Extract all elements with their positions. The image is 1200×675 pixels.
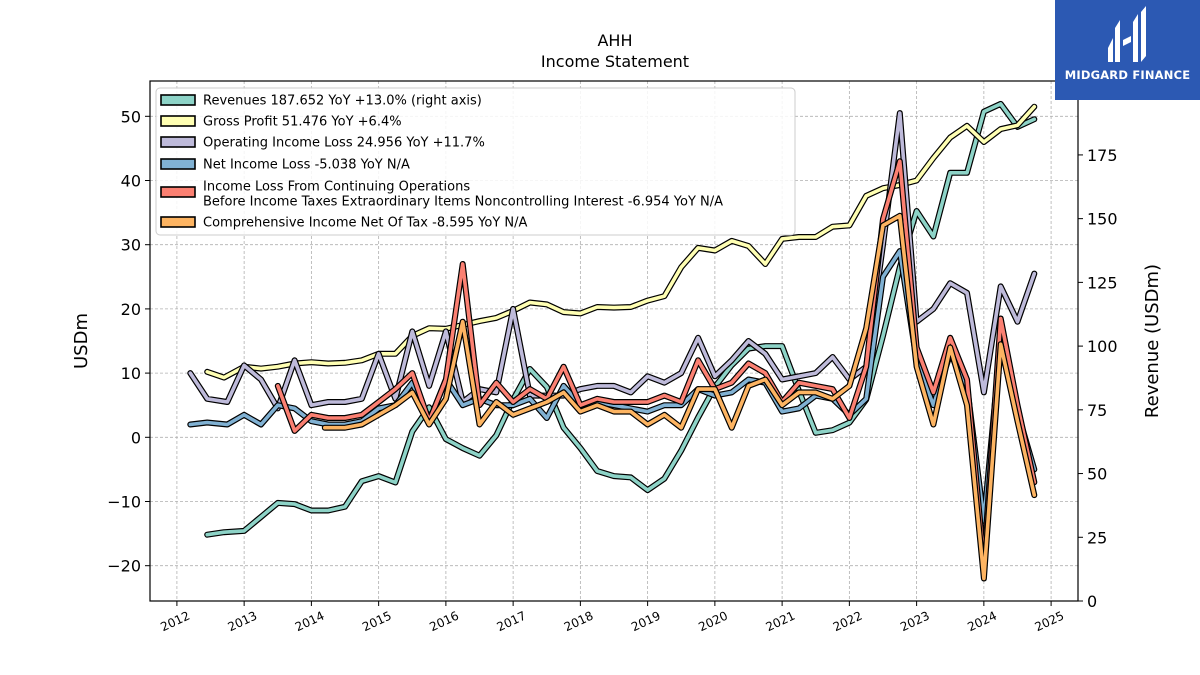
legend-box xyxy=(155,87,796,236)
series-lines xyxy=(187,100,1038,582)
x-tick-label: 2017 xyxy=(495,609,529,635)
legend-label: Income Loss From Continuing Operations xyxy=(203,180,470,195)
legend-label: Operating Income Loss 24.956 YoY +11.7% xyxy=(203,136,485,151)
y-tick-label-left: 40 xyxy=(121,172,141,191)
legend-label: Gross Profit 51.476 YoY +6.4% xyxy=(203,115,402,130)
x-tick-label: 2014 xyxy=(293,609,327,635)
legend-label: Revenues 187.652 YoY +13.0% (right axis) xyxy=(203,94,482,109)
y-axis-label-right: Revenue (USDm) xyxy=(1142,264,1163,418)
legend-swatch xyxy=(160,158,196,170)
y-tick-label-left: 0 xyxy=(131,428,141,447)
legend-label: Net Income Loss -5.038 YoY N/A xyxy=(203,158,410,173)
y-tick-label-right: 25 xyxy=(1087,528,1107,547)
chart-subtitle: Income Statement xyxy=(540,52,690,71)
series-1-line xyxy=(205,104,1037,380)
legend-swatch xyxy=(160,186,196,198)
y-tick-label-left: 50 xyxy=(121,107,141,126)
y-tick-label-right: 125 xyxy=(1087,273,1118,292)
x-tick-label: 2021 xyxy=(764,609,798,635)
series-0-line xyxy=(205,102,1037,537)
brand-logo: MIDGARD FINANCE xyxy=(1055,0,1200,100)
legend: Revenues 187.652 YoY +13.0% (right axis)… xyxy=(155,87,796,236)
y-tick-label-left: 30 xyxy=(121,236,141,255)
brand-logo-icon xyxy=(1108,6,1146,62)
x-tick-label: 2015 xyxy=(360,609,394,635)
y-tick-label-left: 20 xyxy=(121,300,141,319)
y-tick-label-right: 0 xyxy=(1087,592,1097,611)
y-tick-label-right: 50 xyxy=(1087,465,1107,484)
x-tick-label: 2013 xyxy=(226,609,260,635)
y-tick-label-right: 100 xyxy=(1087,337,1118,356)
x-tick-label: 2023 xyxy=(898,609,932,635)
series-3-line xyxy=(188,249,1037,523)
x-tick-label: 2024 xyxy=(965,609,999,635)
y-tick-label-left: −10 xyxy=(107,492,141,511)
series-5-line xyxy=(322,214,1037,581)
legend-label: Comprehensive Income Net Of Tax -8.595 Y… xyxy=(203,216,528,231)
legend-swatch xyxy=(160,115,196,127)
x-tick-label: 2025 xyxy=(1033,609,1067,635)
y-tick-label-right: 75 xyxy=(1087,401,1107,420)
x-tick-label: 2012 xyxy=(158,609,192,635)
plot-frame xyxy=(149,80,1079,602)
x-tick-label: 2016 xyxy=(427,609,461,635)
y-tick-label-right: 150 xyxy=(1087,210,1118,229)
legend-swatch xyxy=(160,216,196,228)
series-2-line xyxy=(188,111,1037,411)
x-tick-label: 2019 xyxy=(629,609,663,635)
legend-label: Before Income Taxes Extraordinary Items … xyxy=(203,195,723,210)
legend-swatch xyxy=(160,94,196,106)
brand-name: MIDGARD FINANCE xyxy=(1064,68,1191,82)
legend-swatch xyxy=(160,136,196,148)
x-tick-label: 2018 xyxy=(562,609,596,635)
y-axis-label-left: USDm xyxy=(71,313,92,369)
series-4-line xyxy=(275,159,1037,565)
x-tick-label: 2020 xyxy=(696,609,730,635)
x-tick-label: 2022 xyxy=(831,609,865,635)
chart-title: AHH xyxy=(597,31,633,50)
y-tick-label-right: 175 xyxy=(1087,146,1118,165)
y-tick-label-left: 10 xyxy=(121,364,141,383)
y-tick-label-left: −20 xyxy=(107,557,141,576)
